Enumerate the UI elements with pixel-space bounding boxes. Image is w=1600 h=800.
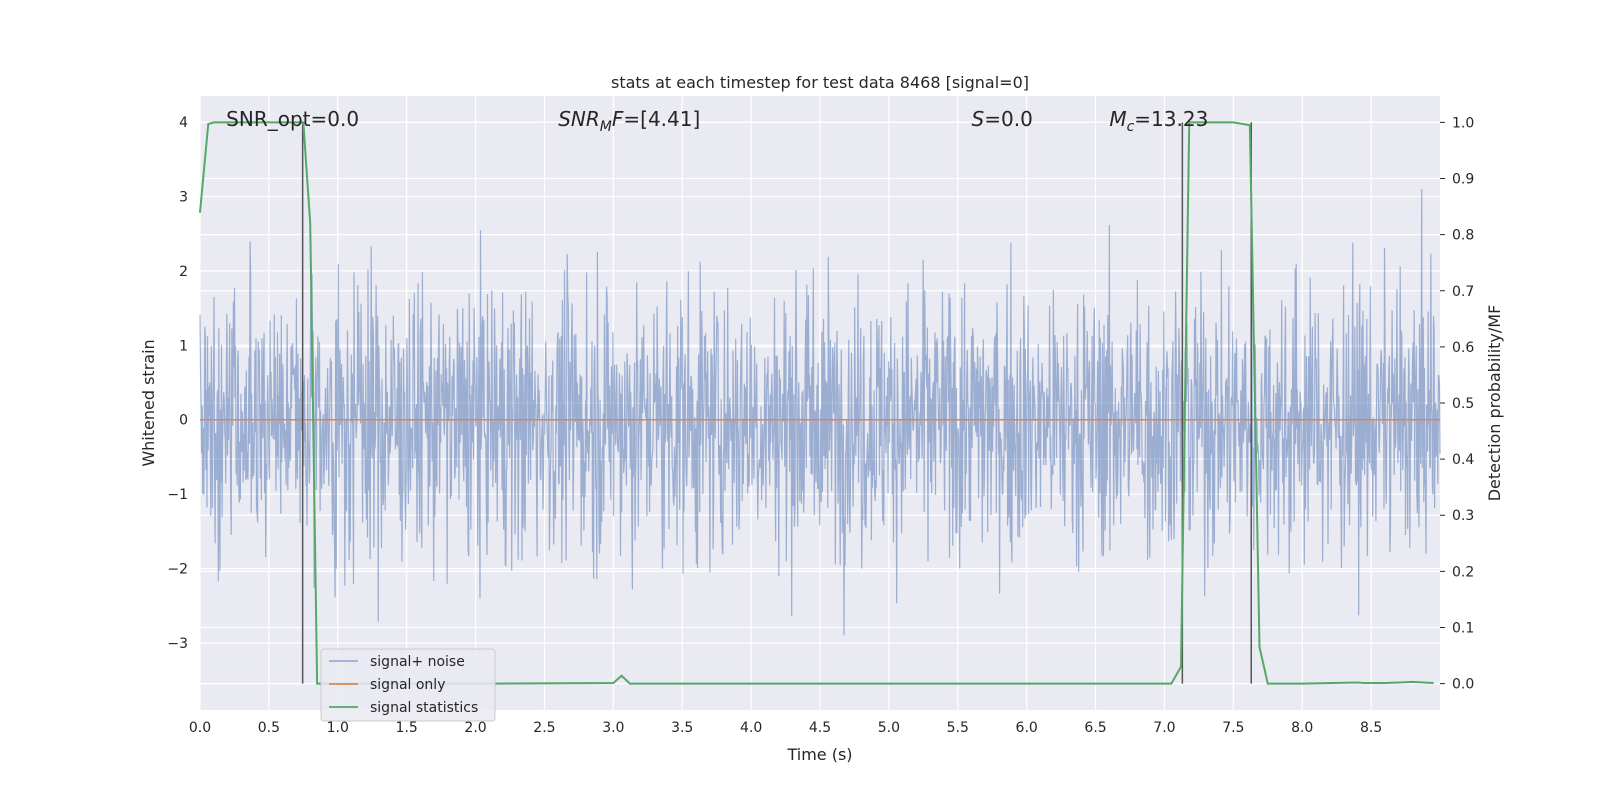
y-tick-label: 2 — [179, 264, 188, 280]
y-right-tick-label: 0.7 — [1452, 284, 1474, 300]
y-right-tick-label: 0.6 — [1452, 340, 1474, 356]
signal-statistics-point — [888, 682, 890, 685]
legend-label-signal-only: signal only — [370, 677, 445, 693]
x-tick-label: 8.0 — [1291, 720, 1313, 736]
x-tick-label: 1.0 — [327, 720, 349, 736]
x-tick-label: 0.0 — [189, 720, 211, 736]
signal-statistics-point — [620, 674, 623, 677]
signal-statistics-point — [1249, 124, 1251, 126]
x-tick-label: 7.0 — [1153, 720, 1175, 736]
signal-statistics-point — [1180, 665, 1182, 668]
legend-box — [320, 648, 496, 722]
signal-statistics-point — [302, 121, 305, 124]
x-tick-label: 8.5 — [1360, 720, 1382, 736]
x-tick-label: 4.0 — [740, 720, 762, 736]
signal-statistics-point — [1188, 121, 1191, 124]
annotation-mc: Mc=13.23 — [1109, 107, 1208, 135]
y-tick-label: −2 — [167, 562, 188, 578]
y-right-tick-label: 0.4 — [1452, 452, 1474, 468]
signal-statistics-point — [1232, 121, 1235, 124]
grid-layer — [199, 96, 1440, 710]
signal-statistics-point — [1432, 682, 1434, 684]
signal-statistics-point — [1266, 682, 1269, 685]
y-right-tick-label: 0.1 — [1452, 620, 1474, 636]
signal-statistics-point — [1258, 646, 1261, 648]
y-axis-label: Whitened strain — [139, 339, 158, 466]
y-tick-label: 1 — [179, 338, 188, 354]
y-right-axis-label: Detection probability/MF — [1485, 305, 1504, 502]
signal-statistics-point — [254, 121, 256, 124]
series-signal-noise — [199, 188, 1441, 636]
signal-statistics-point — [1363, 682, 1366, 684]
signal-statistics-point — [1170, 682, 1173, 685]
annotation-s-stat: S=0.0 — [972, 107, 1033, 131]
x-tick-label: 2.0 — [464, 720, 486, 736]
signal-statistics-point — [226, 121, 229, 124]
legend: signal+ noise signal only signal statist… — [320, 648, 496, 722]
y-tick-label: −3 — [167, 636, 188, 652]
signal-statistics-point — [1198, 121, 1200, 124]
signal-statistics-point — [612, 682, 615, 684]
x-tick-label: 5.0 — [878, 720, 900, 736]
signal-statistics-point — [1301, 682, 1304, 685]
signal-statistics-point — [316, 682, 318, 685]
signal-statistics-point — [1411, 681, 1414, 683]
signal-statistics-point — [199, 211, 201, 213]
x-tick-label: 2.5 — [533, 720, 555, 736]
signal-statistics-point — [207, 123, 210, 125]
y-tick-label: 4 — [179, 115, 188, 131]
series-layer — [199, 121, 1441, 685]
y-tick-label: −1 — [167, 487, 188, 503]
signal-statistics-point — [212, 121, 215, 124]
y-right-tick-label: 0.9 — [1452, 172, 1474, 188]
y-tick-label: 3 — [179, 189, 188, 205]
signal-statistics-point — [1356, 681, 1359, 684]
signal-statistics-point — [240, 121, 243, 124]
x-tick-label: 6.0 — [1016, 720, 1038, 736]
y-tick-label: 0 — [179, 413, 188, 429]
y-right-tick-label: 0.5 — [1452, 396, 1474, 412]
x-tick-label: 4.5 — [809, 720, 831, 736]
legend-label-signal-noise: signal+ noise — [370, 654, 465, 670]
legend-label-signal-statistics: signal statistics — [370, 700, 478, 716]
annotation-snr-mf: SNRMF=[4.41] — [558, 107, 700, 135]
x-tick-label: 5.5 — [947, 720, 969, 736]
annotation-snr-opt: SNR_opt=0.0 — [226, 107, 359, 131]
x-tick-label: 0.5 — [258, 720, 280, 736]
signal-statistics-point — [295, 121, 298, 124]
signal-statistics-point — [750, 682, 752, 685]
x-tick-label: 6.5 — [1084, 720, 1106, 736]
x-tick-label: 7.5 — [1222, 720, 1244, 736]
signal-statistics-point — [281, 121, 284, 124]
signal-statistics-point — [1025, 682, 1028, 685]
signal-statistics-point — [268, 121, 270, 124]
y-right-tick-label: 1.0 — [1452, 115, 1474, 131]
y-right-tick-label: 0.3 — [1452, 508, 1474, 524]
y-right-tick-label: 0.0 — [1452, 677, 1474, 693]
x-axis-label: Time (s) — [786, 745, 852, 764]
x-tick-label: 3.5 — [671, 720, 693, 736]
y-right-tick-label: 0.2 — [1452, 564, 1474, 580]
signal-statistics-point — [1384, 682, 1386, 684]
x-tick-label: 1.5 — [396, 720, 418, 736]
series-signal-statistics — [199, 121, 1434, 685]
y-right-tick-label: 0.8 — [1452, 228, 1474, 244]
signal-statistics-point — [309, 222, 312, 225]
signal-statistics-point — [629, 682, 631, 685]
x-tick-label: 3.0 — [602, 720, 624, 736]
ticks-layer: 0.0 0.5 1.0 1.5 2.0 2.5 3.0 3.5 4.0 4.5 5.0 5.5 6.0 6… — [167, 115, 1474, 736]
chart-title: stats at each timestep for test data 846… — [611, 73, 1029, 92]
signal-statistics-point — [1163, 682, 1166, 685]
annotation-layer: SNR_opt=0.0 SNRMF=[4.41] S=0.0 Mc=13.23 — [226, 107, 1208, 135]
